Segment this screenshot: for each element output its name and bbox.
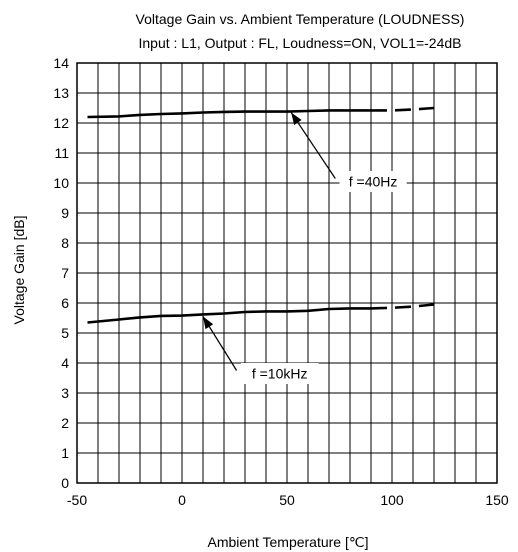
series-lines: [87, 106, 435, 324]
chart-title: Voltage Gain vs. Ambient Temperature (LO…: [136, 11, 465, 27]
series-line-dashed: [370, 303, 435, 310]
annotation-arrow-line: [290, 112, 336, 179]
annotations: f =40Hz f =10kHz: [202, 112, 407, 384]
x-tick-label: 0: [178, 492, 186, 508]
y-tick-label: 3: [61, 385, 69, 401]
y-tick-label: 0: [61, 475, 69, 491]
series-line-dashed: [371, 106, 435, 112]
y-tick-label: 4: [61, 355, 69, 371]
annotation-arrow-head: [291, 112, 302, 125]
x-axis-label: Ambient Temperature [℃]: [208, 534, 369, 550]
y-tick-label: 7: [61, 265, 69, 281]
y-tick-label: 13: [53, 85, 69, 101]
y-tick-label: 5: [61, 325, 69, 341]
series-line-solid: [87, 109, 371, 119]
y-tick-label: 9: [61, 205, 69, 221]
y-tick-label: 6: [61, 295, 69, 311]
x-tick-label: 150: [485, 492, 509, 508]
annotation-box: [240, 363, 319, 384]
y-tick-label: 12: [53, 115, 69, 131]
plot-grid: [77, 63, 497, 483]
annotation-box: [339, 171, 407, 192]
annotation-label: f =40Hz: [349, 174, 398, 190]
x-tick-label: 50: [279, 492, 295, 508]
y-tick-label: 1: [61, 445, 69, 461]
plot-frame: [76, 62, 498, 484]
y-tick-label: 11: [54, 145, 69, 161]
y-tick-label: 2: [61, 415, 69, 431]
x-tick-label: -50: [67, 492, 87, 508]
y-tick-label: 14: [53, 55, 69, 71]
y-axis-label: Voltage Gain [dB]: [11, 216, 27, 325]
y-tick-label: 10: [53, 175, 69, 191]
series-line-solid: [87, 307, 371, 324]
annotation-arrow-head: [203, 316, 214, 330]
x-axis-ticks: -50 0 50 100 150: [67, 492, 509, 508]
chart-subtitle: Input : L1, Output : FL, Loudness=ON, VO…: [139, 35, 462, 51]
x-tick-label: 100: [380, 492, 404, 508]
y-tick-label: 8: [61, 235, 69, 251]
annotation-label: f =10kHz: [252, 366, 308, 382]
